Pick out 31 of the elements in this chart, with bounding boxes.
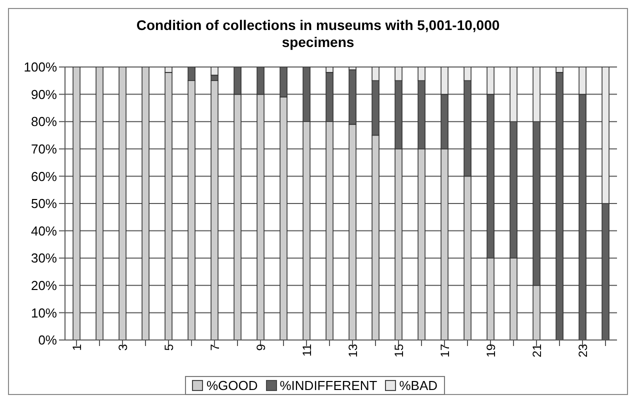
y-tick-label: 80% xyxy=(30,114,58,130)
bar xyxy=(96,67,104,340)
x-tick-label: 1 xyxy=(70,344,84,351)
x-tick-label: 13 xyxy=(346,344,360,358)
bar xyxy=(118,67,126,340)
y-tick-label: 60% xyxy=(30,168,58,184)
x-tick-label: 21 xyxy=(530,344,544,358)
x-tick-label: 7 xyxy=(208,344,222,351)
chart-title: Condition of collections in museums with 5,001-10,000 specimens xyxy=(135,16,501,52)
x-tick-label: 17 xyxy=(438,344,452,358)
x-tick-label: 3 xyxy=(116,344,130,351)
x-tick-label: 11 xyxy=(300,344,314,356)
y-tick-label: 50% xyxy=(30,196,58,212)
legend-label: %INDIFFERENT xyxy=(280,378,378,393)
legend-label: %BAD xyxy=(399,378,438,393)
y-tick-label: 70% xyxy=(30,142,58,157)
legend-label: %GOOD xyxy=(206,378,258,393)
x-tick-label: 5 xyxy=(162,344,176,351)
y-tick-label: 0% xyxy=(38,332,58,348)
x-tick-label: 9 xyxy=(254,344,268,351)
y-tick-label: 10% xyxy=(30,305,58,320)
y-tick-label: 40% xyxy=(30,223,58,238)
y-tick-label: 30% xyxy=(30,250,58,266)
y-tick-label: 100% xyxy=(24,60,58,75)
x-tick-label: 23 xyxy=(576,344,590,358)
bar xyxy=(72,67,80,340)
x-tick-label: 19 xyxy=(484,344,498,358)
y-tick-label: 20% xyxy=(30,278,58,294)
y-tick-label: 90% xyxy=(30,86,58,102)
x-tick-label: 15 xyxy=(392,344,406,358)
bar xyxy=(142,67,150,340)
